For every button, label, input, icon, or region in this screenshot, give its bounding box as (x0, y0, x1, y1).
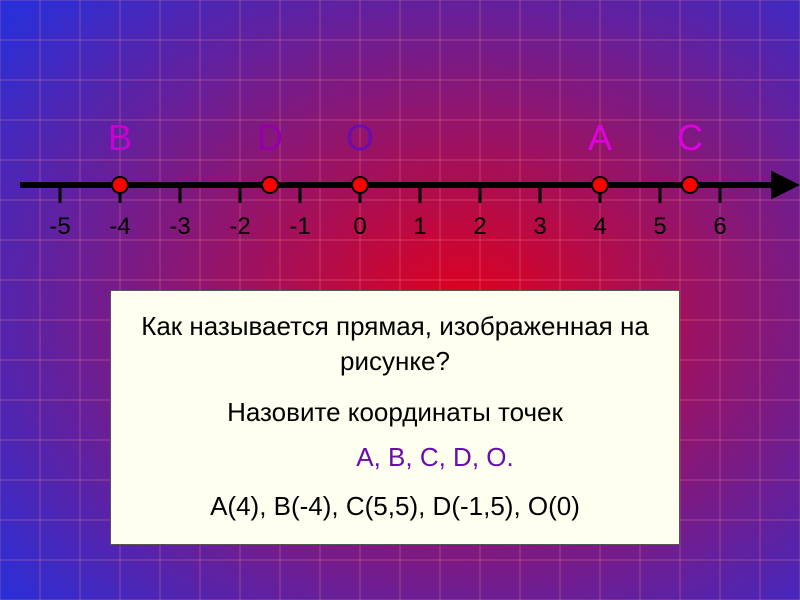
tick-label: -5 (32, 213, 88, 241)
tick-label: -1 (272, 213, 328, 241)
slide-stage: -5-4-3-2-10123456 B D O A C Как называется пр… (0, 0, 800, 600)
tick-label: -3 (152, 213, 208, 241)
point-label-o: O (346, 117, 374, 159)
number-line: -5-4-3-2-10123456BDOAC (0, 155, 800, 275)
point-label-d: D (257, 117, 283, 159)
tick-label: 3 (512, 213, 568, 241)
tick-label: -2 (212, 213, 268, 241)
tick-label: 4 (572, 213, 628, 241)
point-label-a: A (588, 117, 612, 159)
tick-label: 2 (452, 213, 508, 241)
tick-label: 1 (392, 213, 448, 241)
point-marker (262, 177, 278, 193)
point-label-c: C (677, 117, 703, 159)
point-marker (592, 177, 608, 193)
question-1: Как называется прямая, изображенная на р… (131, 309, 659, 379)
point-label-b: B (108, 117, 132, 159)
points-list: A, B, C, D, O. (131, 440, 659, 475)
answers-line: А(4), В(-4), С(5,5), D(-1,5), О(0) (131, 489, 659, 524)
question-box: Как называется прямая, изображенная на р… (110, 290, 680, 545)
point-marker (352, 177, 368, 193)
tick-label: -4 (92, 213, 148, 241)
point-marker (682, 177, 698, 193)
tick-label: 6 (692, 213, 748, 241)
tick-label: 0 (332, 213, 388, 241)
tick-label: 5 (632, 213, 688, 241)
question-2: Назовите координаты точек (131, 395, 659, 430)
point-marker (112, 177, 128, 193)
